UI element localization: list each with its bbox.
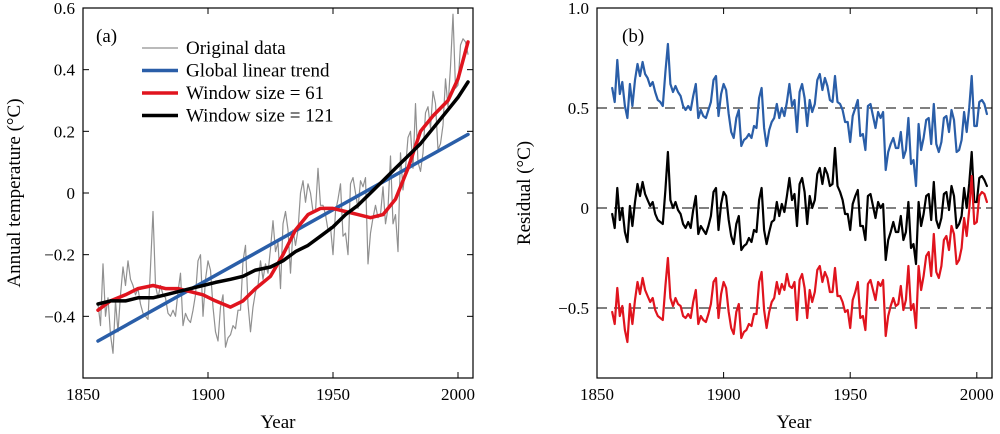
panel-b-ticks: 1850 1900 1950 2000 −0.5 0 0.5 1.0 <box>558 0 994 404</box>
panel-b-y-tick-label: 0.5 <box>568 99 589 118</box>
panel-b-x-tick-label: 1850 <box>580 385 614 404</box>
panel-b-x-tick-label: 1900 <box>707 385 741 404</box>
panel-b-series <box>611 42 989 344</box>
panel-a-y-tick-label: 0 <box>67 184 76 203</box>
panel-a: 1850 1900 1950 2000 −0.4 −0.2 0 0.2 0.4 0.6 (a) O… <box>4 0 475 433</box>
panel-a-y-tick-label: 0.6 <box>54 0 75 18</box>
panel-a-label: (a) <box>96 26 117 47</box>
legend-label: Original data <box>186 38 286 59</box>
panel-a-x-tick-label: 1950 <box>316 385 350 404</box>
panel-a-y-tick-label: −0.2 <box>44 246 75 265</box>
panel-a-x-axis-label: Year <box>260 412 296 433</box>
panel-b-frame <box>596 7 993 379</box>
panel-b-y-axis-label: Residual (°C) <box>514 141 535 245</box>
panel-a-y-axis-label: Annual temperature (°C) <box>4 98 25 287</box>
series-residual-red <box>611 174 989 344</box>
panel-b-x-axis-label: Year <box>776 412 812 433</box>
series-window-61 <box>96 40 470 312</box>
legend-label: Window size = 61 <box>186 83 324 104</box>
panel-a-x-tick-label: 1900 <box>191 385 225 404</box>
panel-b-y-tick-label: 0 <box>581 199 590 218</box>
panel-b-reference-lines <box>597 107 992 309</box>
panel-b-label: (b) <box>622 26 644 47</box>
series-window-121 <box>96 80 470 306</box>
series-residual-black <box>611 146 989 266</box>
panel-b-y-tick-label: −0.5 <box>558 299 589 318</box>
panel-a-y-tick-label: 0.4 <box>54 61 76 80</box>
panel-a-ticks: 1850 1900 1950 2000 −0.4 −0.2 0 0.2 0.4 0.6 <box>44 0 475 404</box>
panel-a-x-tick-label: 1850 <box>66 385 100 404</box>
panel-a-y-tick-label: 0.2 <box>54 122 75 141</box>
legend-label: Window size = 121 <box>186 106 334 127</box>
panel-a-y-tick-label: −0.4 <box>44 307 75 326</box>
legend-label: Global linear trend <box>186 61 330 82</box>
panel-b-x-tick-label: 1950 <box>833 385 867 404</box>
series-residual-blue <box>611 42 989 188</box>
panel-a-x-tick-label: 2000 <box>441 385 475 404</box>
panel-b: 1850 1900 1950 2000 −0.5 0 0.5 1.0 (b) Year Res… <box>514 0 994 433</box>
panel-b-x-tick-label: 2000 <box>960 385 994 404</box>
panel-a-series <box>96 13 470 354</box>
panel-b-y-tick-label: 1.0 <box>568 0 589 18</box>
